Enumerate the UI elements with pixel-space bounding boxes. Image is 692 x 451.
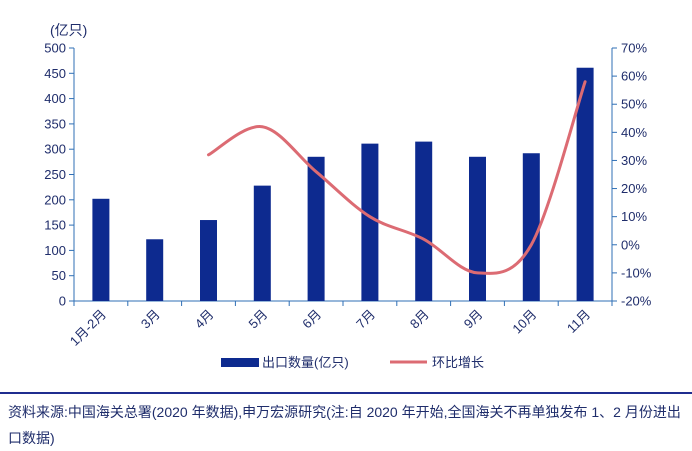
bar (361, 143, 379, 301)
source-divider (0, 392, 692, 394)
x-tick-label: 9月 (461, 307, 486, 332)
legend-line-label: 环比增长 (432, 355, 484, 370)
right-tick-label: 50% (621, 97, 647, 112)
right-tick-label: 0% (621, 237, 640, 252)
x-tick-label: 11月 (564, 307, 593, 336)
right-tick-label: 30% (621, 153, 647, 168)
chart: (亿只) 0 50 100 150 200 250 300 350 400 450 500 -20%… (44, 22, 652, 370)
left-tick-label: 100 (44, 243, 66, 258)
bar-series (92, 67, 594, 301)
right-tick-label: 10% (621, 209, 647, 224)
left-tick-label: 450 (44, 66, 66, 81)
x-tick-label: 1月-2月 (67, 307, 109, 349)
x-tick-label: 7月 (353, 307, 378, 332)
bar (307, 156, 325, 301)
growth-line (207, 80, 587, 275)
right-tick-label: -20% (621, 294, 652, 309)
left-tick-label: 250 (44, 167, 66, 182)
bar (92, 198, 110, 301)
bar (146, 239, 164, 301)
left-tick-label: 200 (44, 192, 66, 207)
x-tick-label: 8月 (407, 307, 432, 332)
y-axis-unit-label: (亿只) (50, 22, 87, 38)
source-note: 资料来源:中国海关总署(2020 年数据),申万宏源研究(注:自 2020 年开… (8, 404, 681, 446)
x-tick-label: 5月 (246, 307, 271, 332)
right-tick-label: 20% (621, 181, 647, 196)
bar (253, 185, 271, 301)
left-tick-label: 0 (59, 294, 66, 309)
left-tick-label: 50 (52, 268, 66, 283)
legend-bar-swatch (221, 358, 259, 367)
left-y-axis: 0 50 100 150 200 250 300 350 400 450 500 (44, 41, 75, 309)
x-tick-label: 6月 (299, 307, 324, 332)
legend-bar-label: 出口数量(亿只) (262, 355, 349, 370)
legend: 出口数量(亿只) 环比增长 (221, 355, 484, 370)
left-tick-label: 350 (44, 116, 66, 131)
left-tick-label: 300 (44, 142, 66, 157)
line-series (207, 80, 587, 275)
left-tick-label: 400 (44, 91, 66, 106)
bar (576, 67, 594, 301)
left-tick-label: 150 (44, 218, 66, 233)
x-tick-label: 4月 (192, 307, 217, 332)
bar (200, 220, 217, 301)
right-tick-label: 70% (621, 41, 647, 56)
left-tick-label: 500 (44, 41, 66, 56)
bar (522, 153, 540, 301)
x-axis: 1月-2月 3月 4月 5月 6月 7月 8月 9月 10月 11月 (67, 300, 613, 349)
right-tick-label: -10% (621, 265, 652, 280)
bar (469, 156, 486, 301)
right-tick-label: 40% (621, 125, 647, 140)
right-tick-label: 60% (621, 69, 647, 84)
x-tick-label: 10月 (509, 307, 539, 337)
x-tick-label: 3月 (138, 307, 163, 332)
bar (415, 141, 433, 301)
right-y-axis: -20% -10% 0% 10% 20% 30% 40% 50% 60% 70% (611, 41, 652, 309)
